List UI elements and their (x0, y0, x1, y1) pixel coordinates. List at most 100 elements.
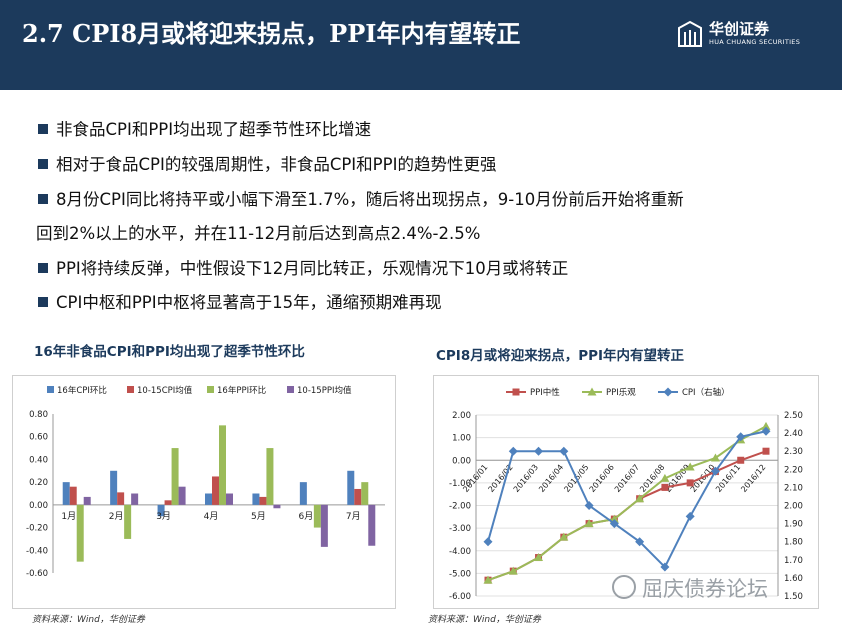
bar (205, 493, 212, 505)
data-point (559, 446, 569, 456)
y-tick-label: -0.20 (26, 524, 48, 534)
bullet-item: 相对于食品CPI的较强周期性，非食品CPI和PPI的趋势性更强 (38, 151, 496, 175)
bar (299, 482, 307, 505)
bar (157, 504, 165, 517)
x-tick-label: 2016/10 (689, 463, 717, 494)
y-tick-label: 2.00 (452, 411, 471, 421)
series-line (487, 425, 767, 582)
x-tick-label: 6月 (298, 511, 313, 522)
bullet-item: CPI中枢和PPI中枢将显著高于15年，通缩预期难再现 (38, 289, 442, 313)
bar (219, 425, 226, 505)
data-point (609, 519, 619, 529)
legend-label: 16年CPI环比 (57, 385, 107, 396)
data-point (534, 553, 544, 562)
bar (347, 470, 355, 505)
bar (320, 504, 328, 547)
company-logo: 华创证券 HUA CHUANG SECURITIES (677, 18, 827, 52)
bullet-item: 8月份CPI同比将持平或小幅下滑至1.7%，随后将出现拐点，9-10月份前后开始… (38, 186, 684, 210)
chart1-title: 16年非食品CPI和PPI均出现了超季节性环比 (34, 344, 305, 360)
x-tick-label: 7月 (346, 511, 361, 522)
bar (62, 482, 70, 505)
y-tick-label: -5.00 (449, 569, 471, 579)
bar (110, 470, 118, 505)
bullet-square-icon (38, 159, 48, 169)
data-point (661, 483, 669, 491)
y2-tick-label: 2.10 (784, 483, 803, 493)
bar (171, 448, 179, 505)
bar-chart: -0.60 -0.40 -0.20 0.00 0.20 0.40 0.60 0.80 1月 2月 3… (26, 385, 385, 579)
bar (83, 496, 91, 505)
y-tick-label: 0.20 (29, 478, 48, 488)
wechat-icon (612, 575, 636, 599)
y-tick-label: -0.40 (26, 546, 48, 556)
bullet-continuation: 回到2%以上的水平，并在11-12月前后达到高点2.4%-2.5% (36, 224, 481, 243)
data-point (710, 466, 720, 476)
data-point (685, 511, 695, 521)
data-point (483, 575, 493, 584)
bar (368, 504, 376, 546)
data-point (483, 537, 493, 547)
y2-tick-label: 2.50 (784, 411, 803, 421)
data-point (508, 566, 518, 575)
x-tick-label: 5月 (251, 511, 266, 522)
y-tick-label: 1.00 (452, 434, 471, 444)
bar (259, 496, 267, 505)
x-tick-label: 2016/07 (613, 463, 641, 494)
x-tick-label: 1月 (61, 511, 76, 522)
y2-tick-label: 2.30 (784, 447, 803, 457)
data-point (736, 432, 746, 442)
header-bar: 2.7 CPI8月或将迎来拐点，PPI年内有望转正 华创证券 HUA CHUAN… (0, 0, 842, 90)
x-tick-label: 2016/12 (739, 463, 767, 494)
logo-mark-icon (678, 20, 702, 47)
legend-label: 16年PPI环比 (217, 385, 266, 396)
y2-tick-label: 1.80 (784, 538, 803, 548)
data-point (660, 562, 670, 572)
y2-tick-label: 2.00 (784, 502, 803, 512)
y-tick-label: 0.80 (29, 410, 48, 420)
y-tick-label: 0.00 (29, 501, 48, 511)
legend-label: PPI乐观 (606, 387, 636, 398)
bar (164, 500, 172, 505)
x-tick-label: 2016/04 (537, 463, 565, 494)
y-tick-label: 0.40 (29, 455, 48, 465)
y-tick-label: -6.00 (449, 592, 471, 602)
data-point (761, 421, 771, 430)
bar (117, 492, 125, 505)
bar (226, 493, 233, 505)
legend-marker (512, 388, 520, 396)
y2-tick-label: 2.20 (784, 465, 803, 475)
data-point (508, 446, 518, 456)
x-tick-label: 3月 (156, 511, 171, 522)
bar (76, 504, 84, 562)
y2-tick-label: 2.40 (784, 429, 803, 439)
logo-text-cn: 华创证券 (709, 20, 770, 38)
y-tick-label: 0.00 (452, 456, 471, 466)
x-tick-label: 4月 (204, 511, 219, 522)
bar (178, 486, 186, 505)
bar (266, 448, 274, 505)
logo-text-en: HUA CHUANG SECURITIES (709, 38, 801, 46)
bullet-square-icon (38, 263, 48, 273)
bar (361, 482, 369, 505)
legend-label: 10-15CPI均值 (137, 385, 193, 396)
y-tick-label: -3.00 (449, 524, 471, 534)
y-tick-label: -1.00 (449, 479, 471, 489)
bar (252, 493, 260, 505)
chart1-frame: -0.60 -0.40 -0.20 0.00 0.20 0.40 0.60 0.80 1月 2月 3… (12, 375, 396, 609)
legend-label: 10-15PPI均值 (297, 385, 352, 396)
x-tick-label: 2016/06 (588, 463, 616, 494)
legend-swatch (287, 386, 294, 393)
bar (212, 476, 219, 505)
data-point (710, 453, 720, 462)
y-tick-label: 0.60 (29, 433, 48, 443)
y-tick-label: -4.00 (449, 547, 471, 557)
data-point (686, 479, 694, 487)
bar (69, 486, 77, 505)
legend-swatch (127, 386, 134, 393)
data-point (584, 501, 594, 510)
bullet-item: 非食品CPI和PPI均出现了超季节性环比增速 (38, 116, 371, 140)
bullet-square-icon (38, 124, 48, 134)
bar (273, 504, 281, 509)
chart1-source: 资料来源：Wind，华创证券 (32, 615, 145, 625)
y2-tick-label: 1.70 (784, 556, 803, 566)
